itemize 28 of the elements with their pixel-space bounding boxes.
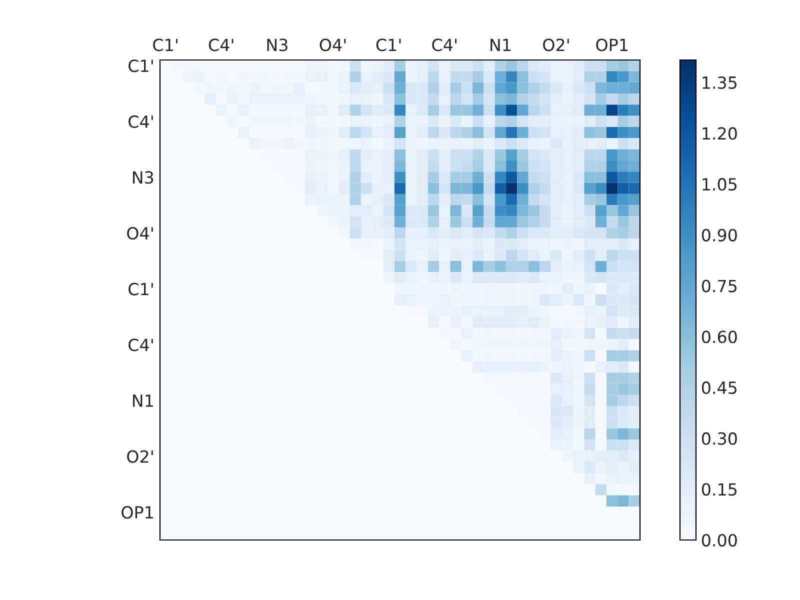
x-tick-label: C1' [153,38,178,52]
y-tick-label: N3 [133,171,154,184]
y-tick-label: OP1 [122,506,153,519]
x-tick-label: N1 [490,38,510,51]
x-tick-label: O4' [320,38,346,52]
y-tick-label: C4' [128,338,153,352]
color-bar-label: 0.75 [702,280,737,292]
color-bar-label: 0.45 [702,381,737,394]
y-tick-label: C1' [128,282,153,296]
y-tick-label: C4' [128,115,153,128]
y-tick-label: C1' [128,60,153,72]
x-tick-label: OP1 [596,38,628,52]
color-bar-label: 0.90 [702,228,737,242]
x-tick-label: C1' [376,38,401,52]
x-tick-label: O2' [543,38,569,52]
color-bar-label: 0.30 [702,432,737,445]
color-bar-label: 1.05 [702,178,737,191]
y-tick-label: O4' [127,226,153,240]
y-tick-label: O2' [127,450,153,463]
y-tick-label: N1 [133,394,153,407]
color-bar-label: 1.35 [702,76,737,89]
color-bar-label: 1.20 [702,127,737,140]
color-bar-label: 0.15 [702,483,737,496]
x-tick-label: C4' [208,38,234,52]
x-tick-label: C4' [432,38,456,52]
color-bar-label: 0.60 [702,330,737,344]
color-bar-label: 0.00 [702,534,737,547]
x-tick-label: N3 [267,38,288,52]
